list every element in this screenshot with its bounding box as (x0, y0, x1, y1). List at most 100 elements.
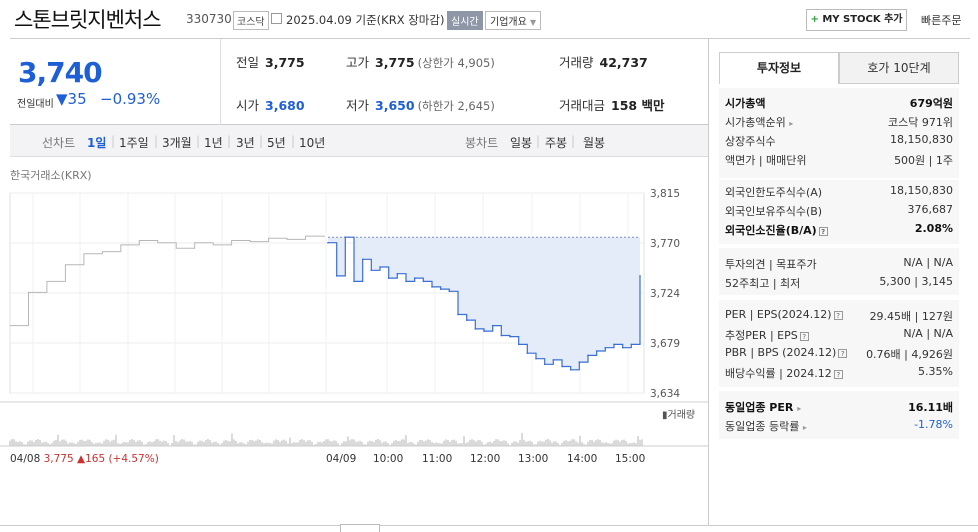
info-row: 외국인보유주식수(B) 376,687 (725, 203, 953, 218)
price-panel: 3,740 전일대비 ▼35 −0.93% 전일 3,775 고가 3,775 (상한… (10, 39, 708, 125)
data-point (639, 275, 641, 277)
trade-amount: 거래대금 158 백만 (559, 98, 665, 113)
y-tick-label: 3,679 (650, 338, 680, 350)
tab-3month[interactable]: 3개월 (162, 136, 192, 150)
stock-header: 스톤브릿지벤처스 330730 코스닥 2025.04.09 기준(KRX 장마… (0, 0, 978, 38)
help-icon[interactable]: ? (799, 331, 809, 341)
info-row: 시가총액 679억원 (725, 97, 953, 110)
price-chart: 3,815 3,770 3,724 3,679 3,634 ▮거래량 04/09 10:00 1… (0, 188, 708, 465)
info-row: PER | EPS(2024.12)? 29.45배 | 127원 (725, 308, 953, 323)
plus-icon: + (810, 14, 819, 25)
divider: | (154, 134, 159, 148)
data-point (543, 363, 546, 366)
data-point (517, 343, 520, 346)
data-point (465, 319, 468, 321)
info-section-opinion: 투자의견 | 목표주가 N/A | N/A 52주최고 | 최저 5,300 | 3… (719, 248, 959, 295)
info-row: 상장주식수 18,150,830 (725, 133, 953, 148)
basis-date: 2025.04.09 기준(KRX 장마감) (286, 13, 445, 27)
market-badge: 코스닥 (233, 11, 269, 30)
corp-overview-dropdown[interactable]: 기업개요 ▼ (485, 11, 542, 30)
data-point (552, 359, 555, 361)
x-tick-label: 04/09 (326, 453, 356, 465)
data-point (344, 236, 347, 238)
realtime-button[interactable]: 실시간 (447, 11, 483, 30)
data-point (396, 272, 399, 275)
info-section-marketcap: 시가총액 679억원 시가총액순위 ▸ 코스닥 971위 상장주식수 18,150,8… (719, 88, 959, 178)
data-point (526, 352, 529, 355)
info-section-valuation: PER | EPS(2024.12)? 29.45배 | 127원 추정PER |… (719, 300, 959, 387)
divider (220, 39, 221, 125)
data-point (569, 369, 572, 371)
tab-1year[interactable]: 1년 (204, 136, 223, 150)
tab-daily-candle[interactable]: 일봉 (510, 136, 533, 150)
data-point (621, 346, 624, 349)
x-tick-label: 13:00 (518, 453, 548, 465)
data-point (630, 343, 633, 346)
data-point (500, 334, 503, 337)
help-icon[interactable]: ? (838, 348, 848, 358)
expand-handle[interactable] (340, 524, 380, 532)
divider (0, 525, 978, 526)
data-point (379, 266, 381, 268)
data-point (578, 361, 581, 363)
chevron-down-icon: ▼ (530, 18, 537, 27)
divider: | (259, 134, 264, 148)
y-tick-label: 3,634 (650, 388, 680, 400)
high-price: 고가 3,775 (상한가 4,905) (346, 55, 495, 70)
divider (10, 38, 970, 39)
data-point (595, 350, 598, 352)
data-point (587, 354, 589, 357)
help-icon[interactable]: ? (833, 310, 843, 320)
data-point (483, 330, 485, 332)
x-tick-label: 11:00 (422, 453, 452, 465)
candle-chart-label: 봉차트 (465, 136, 499, 150)
info-tabs: 투자정보 호가 10단계 (719, 52, 959, 84)
data-point (413, 277, 416, 279)
info-row: 52주최고 | 최저 5,300 | 3,145 (725, 275, 953, 290)
info-row: 액면가 | 매매단위 500원 | 1주 (725, 154, 953, 167)
data-point (431, 286, 433, 288)
tab-1day[interactable]: 1일 (87, 136, 107, 150)
data-point (604, 346, 607, 349)
chart-period-tabs: 선차트 1일 | 1주일 | 3개월 | 1년 | 3년 | 5년 | 10년 … (10, 125, 708, 157)
line-chart-label: 선차트 (42, 136, 76, 150)
quick-order-link[interactable]: 빠른주문 (921, 14, 962, 27)
divider: | (291, 134, 296, 148)
stock-code: 330730 (186, 12, 232, 26)
divider: | (536, 134, 541, 148)
tab-weekly-candle[interactable]: 주봉 (545, 136, 568, 150)
x-tick-label: 15:00 (615, 453, 645, 465)
data-point (361, 258, 364, 261)
tab-investment-info[interactable]: 투자정보 (719, 52, 839, 84)
data-point (335, 275, 338, 277)
help-icon[interactable]: ? (818, 226, 828, 236)
info-row: 동일업종 PER ▸ 16.11배 (725, 401, 953, 414)
tab-monthly-candle[interactable]: 월봉 (583, 136, 606, 150)
diff-value: ▼35 (56, 90, 87, 108)
data-point (439, 288, 442, 290)
data-point (491, 324, 494, 327)
calendar-icon (271, 13, 282, 24)
data-source: 한국거래소(KRX) (10, 169, 92, 182)
volume: 거래량 42,737 (559, 55, 648, 70)
info-row: 추정PER | EPS? N/A | N/A (725, 327, 953, 342)
current-price: 3,740 (18, 56, 103, 89)
chevron-right-icon: ▸ (797, 404, 802, 413)
help-icon[interactable]: ? (833, 369, 843, 379)
tab-5year[interactable]: 5년 (267, 136, 286, 150)
tab-10year[interactable]: 10년 (299, 136, 326, 150)
data-point (370, 269, 373, 272)
tab-hoga[interactable]: 호가 10단계 (839, 52, 959, 84)
divider: | (111, 134, 116, 148)
info-section-foreign: 외국인한도주식수(A) 18,150,830 외국인보유주식수(B) 376,687… (719, 180, 959, 244)
open-price: 시가 3,680 (236, 98, 305, 113)
tab-1week[interactable]: 1주일 (119, 136, 149, 150)
data-point (457, 313, 459, 316)
data-point (535, 357, 537, 360)
my-stock-add-button[interactable]: + MY STOCK 추가 (806, 9, 907, 31)
tab-3year[interactable]: 3년 (236, 136, 255, 150)
info-row: 배당수익률 | 2024.12? 5.35% (725, 365, 953, 380)
data-point (561, 365, 563, 368)
divider: | (196, 134, 201, 148)
info-row: 동일업종 등락률 ▸ -1.78% (725, 418, 953, 433)
